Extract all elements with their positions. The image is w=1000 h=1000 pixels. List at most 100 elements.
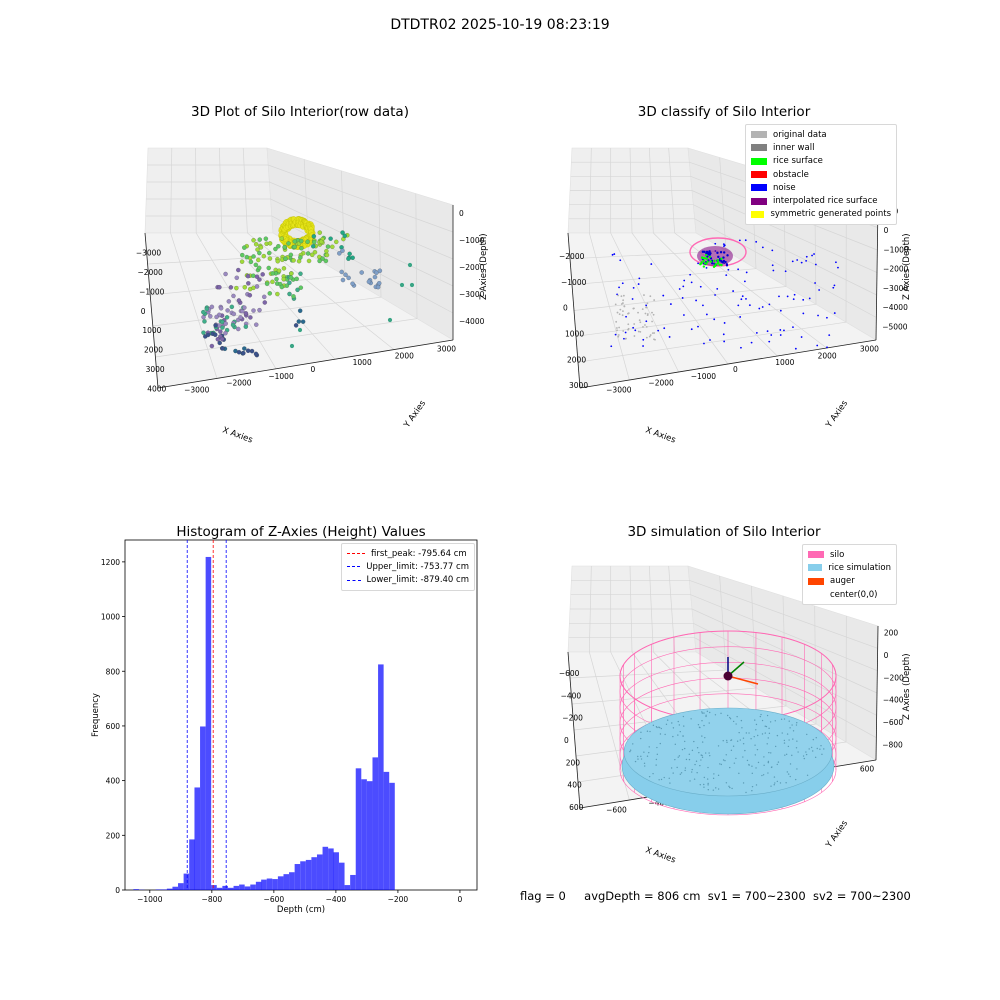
classify-noise-point [613,253,616,255]
classify-original-point [617,334,620,336]
legend-label: interpolated rice surface [773,196,878,207]
legend-swatch [751,144,767,152]
legend-item: center(0,0) [808,588,891,601]
histogram-bar [366,781,373,890]
rice-simulation-point [722,739,724,742]
rice-simulation-point [741,727,743,729]
raw-point [343,272,348,277]
classify-original-point [651,320,653,323]
classify-noise-point [638,277,641,280]
raw-point [231,293,236,299]
rice-simulation-point [664,733,666,736]
raw-point [312,249,318,255]
raw-point [228,285,234,290]
sim-x-tick-label: −200 [562,714,583,723]
rice-simulation-point [637,755,639,758]
raw-point [234,275,239,280]
classify-original-point [633,307,635,310]
histogram-bar [161,889,167,890]
rice-simulation-point [677,734,679,736]
rice-simulation-point [708,722,710,724]
histogram-bar [289,872,295,890]
histogram-bar [266,878,273,890]
rice-simulation-point [729,766,731,769]
rice-simulation-point [781,732,783,734]
classify-original-point [615,320,618,323]
rice-simulation-point [722,759,725,761]
raw-point [253,242,259,247]
classify-surface-ring [689,237,747,267]
raw-point [375,284,381,290]
raw-point [300,319,306,324]
classify-noise-point [662,294,665,297]
rice-simulation-point [812,750,814,752]
classify-x-tick-label: 0 [563,304,568,313]
rice-simulation-point [761,719,764,722]
rice-simulation-point [816,747,818,750]
rice-simulation-point [658,726,661,729]
classify-noise-point [705,313,708,316]
rice-simulation-point [698,751,700,754]
rice-simulation-point [757,761,760,764]
classify-noise-point [758,307,761,310]
classify-noise-point [711,262,714,265]
raw-point [297,308,303,313]
rice-simulation-point [701,756,704,759]
raw-point [246,281,251,286]
rice-simulation-point [726,741,728,744]
rice-simulation-point [712,789,715,791]
classify-y-axis-label: Y Axies [824,398,851,430]
rice-simulation-point [783,742,786,744]
classify-noise-point [705,267,708,269]
raw-grid-line [155,318,418,358]
rice-simulation-point [677,756,679,758]
rice-simulation-point [789,727,791,729]
raw-point [220,346,225,351]
raw-point [236,326,241,332]
rice-simulation-point [655,725,658,728]
rice-simulation-point [738,731,740,734]
rice-simulation-point [658,779,660,781]
classify-noise-point [718,259,721,262]
rice-simulation-point [788,739,790,741]
raw-y-tick-label: 2000 [395,351,414,360]
classify-noise-point [793,293,796,296]
rice-simulation-point [726,714,729,717]
classify-data-points [610,237,839,350]
raw-point [340,248,345,253]
rice-simulation-point [684,767,687,769]
legend-item: original data [751,128,891,141]
rice-simulation-point [659,733,662,735]
raw-point [257,265,262,271]
rice-simulation-point [769,721,772,723]
classify-rice-surface-point [704,253,708,257]
sim-x-tick-label: 0 [564,736,569,745]
rice-simulation-point [770,785,772,787]
raw-point [267,250,272,256]
raw-point [257,237,262,242]
classify-noise-point [816,344,819,347]
rice-simulation-point [697,723,700,726]
raw-point [226,299,232,304]
classify-noise-point [779,329,782,331]
legend-swatch [751,171,767,179]
rice-simulation-point [682,735,684,737]
raw-point [202,319,207,324]
classify-noise-point [817,314,819,317]
rice-simulation-point [786,771,789,773]
raw-point [270,279,275,285]
rice-simulation-point [704,752,707,754]
rice-simulation-point [753,735,755,738]
histogram-y-tick-label: 0 [115,886,120,895]
rice-simulation-point [776,734,779,737]
classify-noise-point [771,264,774,267]
classify-rice-surface-point [705,262,708,265]
raw-point [409,282,415,288]
raw-point [273,246,278,252]
legend-swatch [808,564,823,572]
rice-simulation-point [792,738,794,740]
raw-point [366,279,372,285]
classify-noise-point [645,320,648,323]
raw-point [236,298,242,303]
histogram-bar [322,846,329,890]
